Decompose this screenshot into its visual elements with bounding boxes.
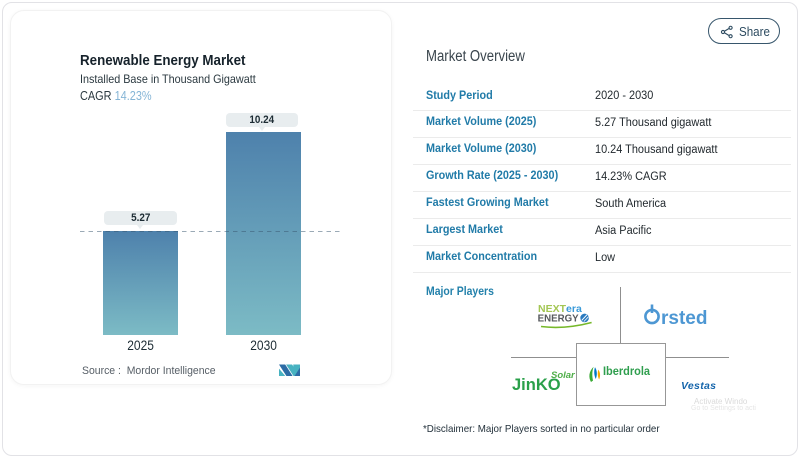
svg-text:ENERGY: ENERGY — [538, 313, 579, 324]
svg-text:NEXTera: NEXTera — [538, 304, 582, 315]
svg-text:rsted: rsted — [661, 308, 707, 327]
